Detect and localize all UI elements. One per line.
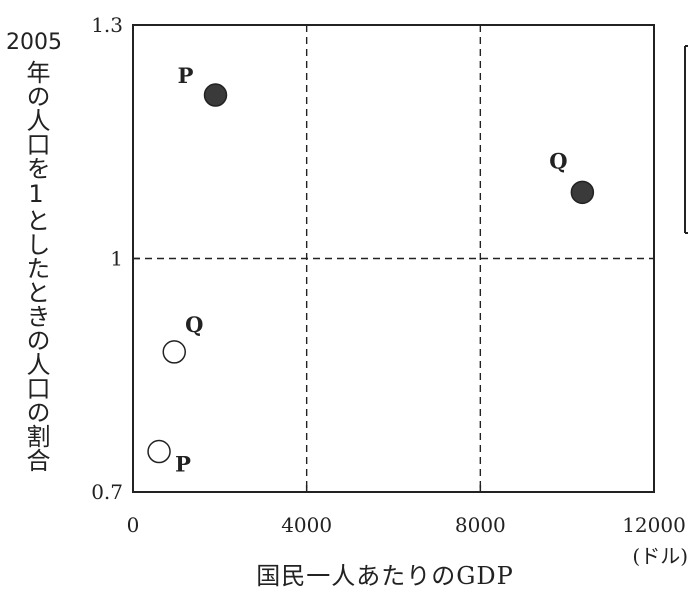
y-axis-label: 年の人口を1としたときの人口の割合: [22, 60, 50, 472]
x-tick-label: 12000: [622, 513, 686, 537]
point-label-p: P: [175, 452, 191, 477]
y-tick-label: 1: [110, 247, 123, 271]
x-tick-label: 8000: [455, 513, 506, 537]
x-tick-label: 4000: [281, 513, 332, 537]
point-label-q: Q: [185, 312, 203, 337]
x-axis-label: 国民一人あたりのGDP: [256, 562, 514, 590]
x-axis-unit: (ドル): [632, 544, 688, 568]
y-tick-label: 1.3: [91, 13, 123, 37]
filled-point-p: [203, 83, 228, 107]
y-tick-label: 0.7: [91, 480, 123, 504]
open-point-p: [147, 439, 171, 464]
filled-point-q: [570, 180, 595, 205]
x-tick-label: 0: [127, 513, 140, 537]
point-label-q: Q: [549, 148, 567, 173]
open-point-q: [162, 340, 186, 364]
point-label-p: P: [178, 63, 194, 88]
y-axis-label-year: 2005: [6, 30, 62, 55]
